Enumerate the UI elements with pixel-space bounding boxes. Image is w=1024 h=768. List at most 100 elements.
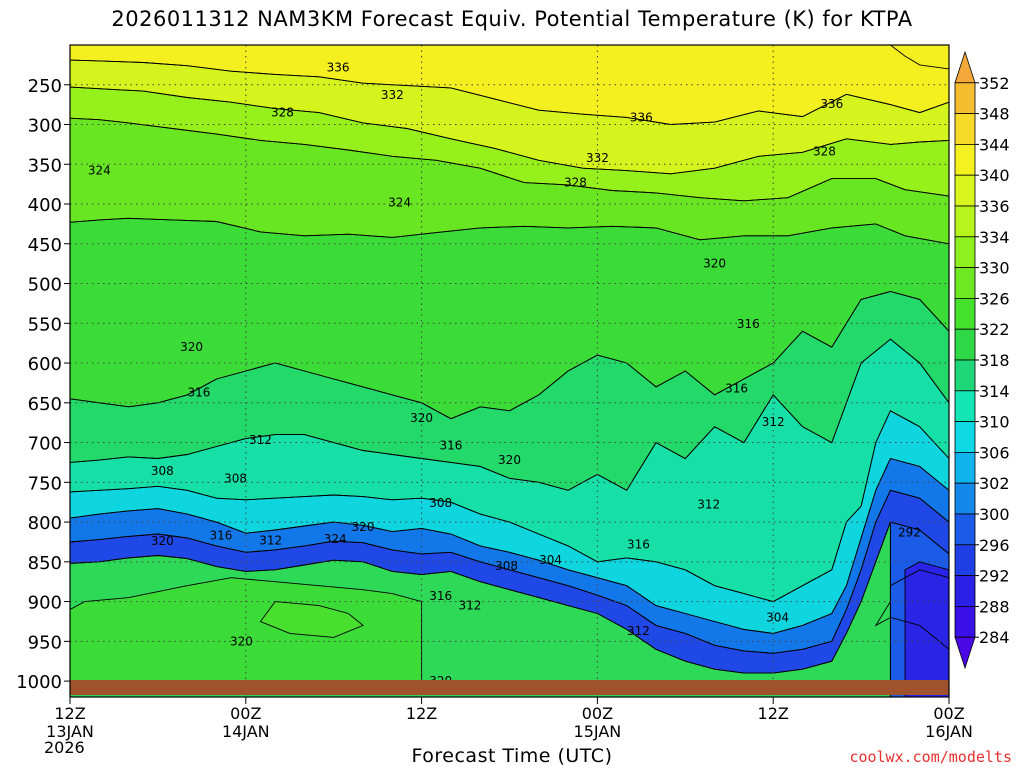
y-tick-label: 250 [28, 76, 62, 97]
x-tick-date-label: 13JAN [46, 722, 94, 741]
footer-credit: coolwx.com/modelts [849, 748, 1012, 766]
colorbar-swatch [954, 359, 976, 392]
contour-label: 308 [495, 559, 518, 573]
colorbar-label: 314 [979, 382, 1010, 401]
y-tick-label: 900 [28, 593, 62, 614]
theta-e-band-320 [70, 577, 422, 689]
x-tick-label: 00Z [933, 704, 964, 723]
colorbar-arrow-bottom [954, 636, 976, 670]
contour-line-320 [70, 577, 423, 690]
colorbar-swatch [954, 297, 976, 330]
contour-label: 316 [187, 385, 210, 399]
x-axis-title: Forecast Time (UTC) [411, 745, 613, 767]
contour-label: 320 [230, 634, 253, 648]
theta-e-band-318 [70, 291, 949, 491]
plot-frame [69, 44, 950, 698]
x-tick-label: 00Z [230, 704, 261, 723]
y-axis: 250 300 350 400 450 500 550 600 650 700 750 800 850 9… [16, 76, 70, 693]
y-tick-label: 700 [28, 434, 62, 455]
contour-label: 312 [249, 433, 272, 447]
contour-label: 304 [766, 610, 789, 624]
contour-line-layer [70, 45, 949, 697]
colorbar-swatch [954, 236, 976, 269]
theta-e-band-326 [70, 118, 949, 244]
contour-label: 308 [429, 496, 452, 510]
plot-area: 336 332 336 328 336 328 332 324 328 324 320 316 320 3… [70, 45, 949, 697]
colorbar-label: 296 [979, 536, 1010, 555]
contour-label: 316 [627, 537, 650, 551]
contour-line-286 [874, 569, 949, 650]
contour-label: 328 [564, 176, 587, 190]
contour-label: 324 [324, 532, 347, 546]
colorbar-arrow-top [954, 50, 976, 84]
grid-layer [70, 45, 949, 697]
contour-label: 308 [151, 464, 174, 478]
ground-strip [70, 680, 949, 695]
contour-label: 320 [180, 340, 203, 354]
colorbar-swatch [954, 482, 976, 515]
colorbar-label: 306 [979, 443, 1010, 462]
x-tick-date-label: 14JAN [222, 722, 270, 741]
y-tick-label: 400 [28, 195, 62, 216]
colorbar-label: 292 [979, 567, 1010, 586]
contour-label: 332 [586, 151, 609, 165]
colorbar-swatch [954, 113, 976, 145]
contour-label: 292 [898, 525, 921, 539]
colorbar-label: 326 [979, 289, 1010, 308]
contour-label: 312 [627, 624, 650, 638]
y-tick-label: 450 [28, 235, 62, 256]
theta-e-band-288 [905, 561, 949, 697]
contour-label: 332 [381, 88, 404, 102]
y-tick-label: 300 [28, 116, 62, 137]
contour-label: 316 [439, 439, 462, 453]
contour-line-288 [904, 561, 949, 697]
contour-label: 308 [224, 471, 247, 485]
chart-title: 2026011312 NAM3KM Forecast Equiv. Potent… [111, 7, 913, 31]
colorbar-swatch [954, 143, 976, 176]
contour-line-322 [259, 601, 364, 638]
contour-label: 312 [259, 533, 282, 547]
contour-label: 320 [498, 453, 521, 467]
contour-line-300 [889, 521, 949, 697]
colorbar-swatch [954, 421, 976, 453]
y-tick-label: 550 [28, 314, 62, 335]
contour-label: 324 [88, 164, 111, 178]
contour-label: 320 [352, 520, 375, 534]
y-tick-label: 600 [28, 354, 62, 375]
theta-e-band-336 [70, 60, 949, 174]
colorbar-label: 322 [979, 320, 1010, 339]
colorbar-swatch [954, 328, 976, 361]
contour-label: 328 [813, 145, 836, 159]
colorbar-swatch [954, 174, 976, 207]
theta-e-band-340 [70, 45, 949, 125]
colorbar-label: 336 [979, 197, 1010, 216]
contour-label: 336 [820, 97, 843, 111]
contour-label: 312 [762, 415, 785, 429]
colorbar-label: 288 [979, 597, 1010, 616]
colorbar-label: 284 [979, 628, 1010, 647]
colorbar-swatch [954, 205, 976, 238]
colorbar-label: 300 [979, 505, 1010, 524]
contour-label: 320 [151, 534, 174, 548]
contour-label: 320 [410, 411, 433, 425]
contour-label-layer: 336 332 336 328 336 328 332 324 328 324 320 316 320 3… [88, 60, 921, 688]
colorbar-label: 340 [979, 166, 1010, 185]
colorbar: 352 348 344 340 336 334 330 326 322 318 314 310 306 3… [954, 50, 1010, 670]
contour-label: 316 [725, 381, 748, 395]
colorbar-label: 352 [979, 74, 1010, 93]
colorbar-swatch [954, 513, 976, 546]
contour-label: 324 [388, 195, 411, 209]
colorbar-label: 310 [979, 413, 1010, 432]
x-tick-label: 12Z [758, 704, 789, 723]
contour-label: 328 [271, 106, 294, 120]
y-tick-label: 800 [28, 513, 62, 534]
contour-label: 316 [737, 317, 760, 331]
theta-e-band-302 [70, 458, 949, 654]
contour-line-352 [889, 45, 949, 70]
x-tick-date-label: 15JAN [574, 722, 622, 741]
colorbar-swatch [954, 606, 976, 638]
x-tick-label: 12Z [54, 704, 85, 723]
theta-e-band-322 [260, 601, 363, 638]
contour-label: 312 [458, 599, 481, 613]
